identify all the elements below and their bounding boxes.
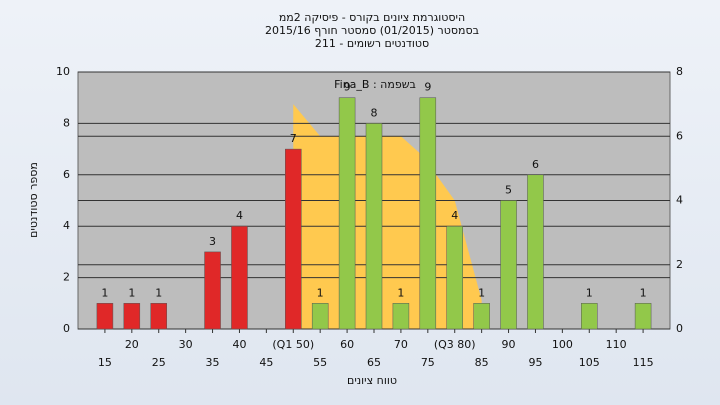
data-label: 1 (155, 286, 162, 299)
x-tick-label: 115 (633, 356, 654, 369)
bar (231, 225, 248, 330)
x-tick-label: 30 (179, 338, 193, 351)
data-label: 8 (371, 106, 378, 119)
data-label: 9 (344, 81, 351, 94)
y-axis-label: מספר סטודנטים (27, 162, 40, 238)
annotation: Fina_B : בשפמה (334, 78, 416, 91)
y2-tick-label: 6 (676, 129, 683, 142)
data-label: 6 (532, 158, 539, 171)
y-tick-label: 6 (63, 168, 70, 181)
bar (204, 251, 221, 330)
data-label: 1 (640, 286, 647, 299)
bar (634, 303, 652, 330)
data-label: 5 (505, 184, 512, 197)
x-tick-label: 100 (552, 338, 573, 351)
bar (123, 303, 141, 330)
x-tick-label: 45 (259, 356, 273, 369)
y-tick-label: 10 (56, 65, 70, 78)
data-label: 1 (101, 286, 108, 299)
data-label: 4 (236, 209, 243, 222)
chart-title: היסטוגרמת ציונים בקורס - פיסיקה 2ממ (279, 11, 465, 24)
y-tick-label: 2 (63, 271, 70, 284)
bar (311, 303, 329, 330)
data-label: 1 (586, 286, 593, 299)
y2-tick-label: 2 (676, 258, 683, 271)
x-tick-label: (Q1 50) (272, 338, 314, 351)
x-tick-label: 40 (232, 338, 246, 351)
x-axis-label: טווח ציונים (347, 374, 397, 387)
y2-tick-label: 4 (676, 194, 683, 207)
x-tick-label: (Q3 80) (434, 338, 476, 351)
x-tick-label: 60 (340, 338, 354, 351)
data-label: 1 (397, 286, 404, 299)
bar (473, 303, 490, 330)
bar (150, 303, 167, 330)
x-tick-label: 75 (421, 356, 435, 369)
bar (581, 303, 598, 330)
bar (500, 200, 517, 330)
y-tick-label: 0 (63, 322, 70, 335)
chart-subtitle: סטודנטים רשומים - 211 (315, 37, 429, 50)
y2-tick-label: 0 (676, 322, 683, 335)
x-tick-label: 110 (606, 338, 627, 351)
bar (96, 303, 114, 330)
x-tick-label: 85 (475, 356, 489, 369)
x-tick-label: 105 (579, 356, 600, 369)
x-tick-label: 65 (367, 356, 381, 369)
data-label: 4 (451, 209, 458, 222)
bar (527, 174, 544, 330)
data-label: 9 (424, 81, 431, 94)
y-tick-label: 8 (63, 116, 70, 129)
data-label: 7 (290, 132, 297, 145)
x-tick-label: 55 (313, 356, 327, 369)
bar (446, 225, 463, 330)
bar (365, 123, 383, 330)
data-label: 1 (478, 286, 485, 299)
x-tick-label: 95 (528, 356, 542, 369)
x-tick-label: 15 (98, 356, 112, 369)
x-tick-label: 25 (152, 356, 166, 369)
data-label: 1 (317, 286, 324, 299)
bar (392, 303, 410, 330)
x-tick-label: 70 (394, 338, 408, 351)
data-label: 3 (209, 235, 216, 248)
chart-subtitle: בסמסטר (01/2015) סמסטר חורף 2015/16 (265, 24, 479, 37)
bar (285, 148, 302, 330)
x-tick-label: 90 (502, 338, 516, 351)
y-tick-label: 4 (63, 219, 70, 232)
bar (419, 97, 437, 330)
bar (338, 97, 356, 330)
data-label: 1 (128, 286, 135, 299)
x-tick-label: 35 (206, 356, 220, 369)
y2-tick-label: 8 (676, 65, 683, 78)
x-tick-label: 20 (125, 338, 139, 351)
